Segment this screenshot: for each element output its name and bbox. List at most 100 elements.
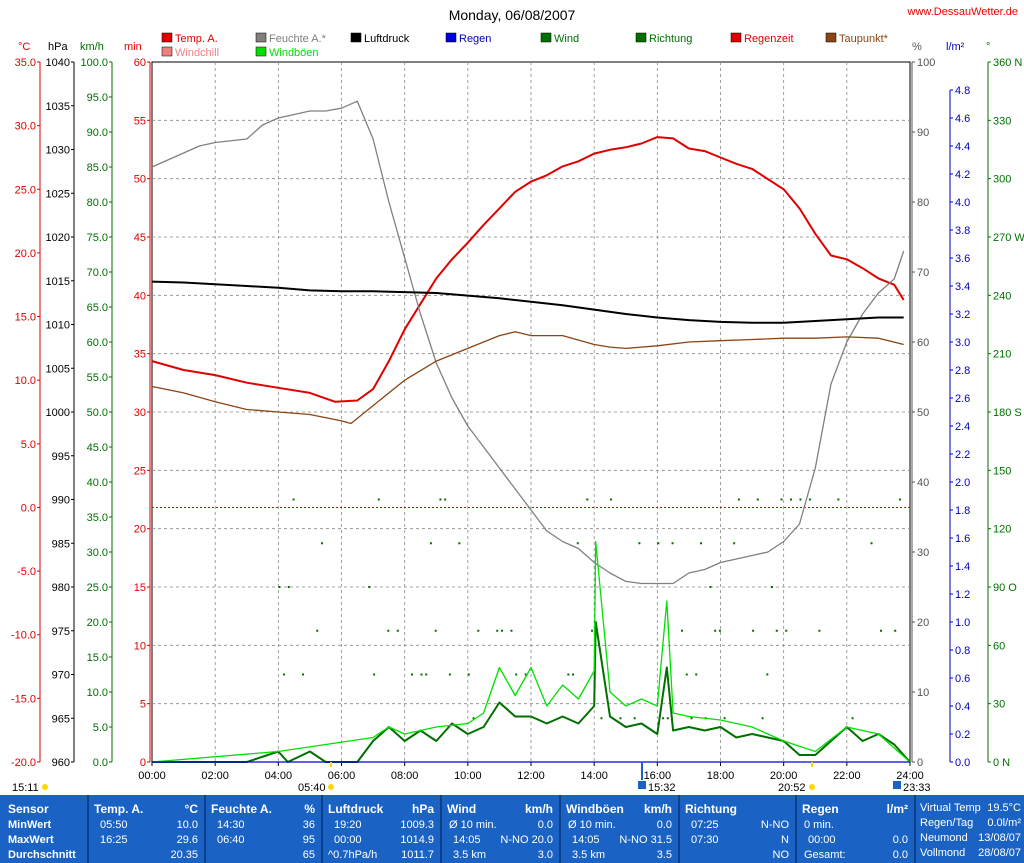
legend-swatch [445,32,457,43]
stats-temp: Temp. A. °C 05:50 10.0 16:25 29.6 20.35 [90,795,202,863]
direction-dot [373,673,376,676]
direction-dot [756,498,759,501]
pressure-axis-label: 1015 [46,276,70,288]
direction-dot [775,629,778,632]
wind-axis-label: 25.0 [87,582,108,594]
rain-axis-label: 4.2 [955,169,970,181]
unit-direction: ° [986,41,990,53]
rain-axis-label: 1.4 [955,561,970,573]
weather-chart: Monday, 06/08/2007 Temp. A. Windchill Feuc… [11,7,1024,794]
stats-misc-r2a: Regen/Tag [920,817,974,829]
stats-press-title: Luftdruck [328,802,384,816]
stats-rain-r2a: 00:00 [808,834,836,846]
rain-axis-label: 0.2 [955,729,970,741]
stats-press-trend: ^0.7hPa/h [328,849,378,861]
stats-separator [795,795,797,863]
stats-sensor-label: Sensor [8,802,49,816]
wind-axis-label: 95.0 [87,92,108,104]
temp-axis-label: 30.0 [15,121,36,133]
stats-wind-unit: km/h [524,802,553,816]
legend-label: Feuchte A.* [269,33,327,45]
legend-label: Luftdruck [364,33,410,45]
direction-axis-label: 0 N [993,757,1010,769]
legend-swatch [825,32,837,43]
moon-phase-icon [638,781,646,789]
stats-rain-unit: l/m² [886,802,908,816]
stats-wind-r3a: 3.5 km [453,849,487,861]
pressure-axis-label: 985 [52,538,70,550]
rain-axis-label: 4.8 [955,85,970,97]
stats-dir-r3b: NO [772,849,790,861]
minutes-axis-label: 35 [134,349,146,361]
time-label: 08:00 [391,770,419,782]
direction-dot [515,673,518,676]
stats-press-min-val: 1009.3 [400,819,434,831]
stats-avg-label: Durchschnitt [8,849,76,861]
stats-press-max-val: 1014.9 [400,834,434,846]
time-label: 18:00 [707,770,735,782]
unit-pressure: hPa [48,41,68,53]
direction-dot [302,673,305,676]
stats-pressure: Luftdruck hPa 19:20 1009.3 00:00 1014.9 … [324,795,438,863]
direction-dot [368,586,371,588]
wind-axis-label: 40.0 [87,477,108,489]
minutes-axis-label: 30 [134,407,146,419]
direction-dot [657,542,660,545]
legend-label: Windböen [269,47,319,59]
stats-rain-r3a: Gesamt: [804,849,846,861]
stats-misc: Virtual Temp 19.5°C Regen/Tag 0.0l/m² Ne… [917,795,1024,863]
pressure-axis-label: 965 [52,713,70,725]
time-label: 10:00 [454,770,482,782]
direction-dot [567,673,570,676]
wind-axis-label: 90.0 [87,127,108,139]
stats-dir-r1a: 07:25 [691,819,719,831]
site-link[interactable]: www.DessauWetter.de [907,6,1018,18]
stats-wind-r2b: N-NO 20.0 [500,834,553,846]
moonrise-time: 15:32 [648,782,676,794]
stats-min-label: MinWert [8,819,52,831]
direction-dot [818,629,821,632]
stats-labels: Sensor MinWert MaxWert Durchschnitt [0,795,86,863]
direction-dot [425,673,428,676]
direction-axis-label: 360 N [993,57,1022,69]
legend-swatch [255,32,267,43]
stats-gust-r1a: Ø 10 min. [568,819,616,831]
direction-dot [448,673,451,676]
direction-axis-label: 300 [993,174,1011,186]
direction-dot [292,498,295,501]
direction-dot [695,673,698,676]
time-label: 02:00 [201,770,229,782]
direction-dot [894,629,897,632]
temp-axis-label: -10.0 [11,630,36,642]
stats-gust: Windböen km/h Ø 10 min. 0.0 14:05 N-NO 3… [562,795,676,863]
rain-axis-label: 4.6 [955,113,970,125]
rain-axis-label: 0.8 [955,645,970,657]
direction-dot [320,542,323,545]
wind-axis-label: 65.0 [87,302,108,314]
unit-wind: km/h [80,41,104,53]
moon-time: 23:33 [903,782,931,794]
stats-gust-r3b: 3.5 [656,849,672,861]
stats-temp-max-time: 16:25 [100,834,128,846]
temp-axis-label: -5.0 [17,566,36,578]
wind-axis-label: 85.0 [87,162,108,174]
stats-gust-r2b: N-NO 31.5 [619,834,672,846]
stats-rain-r2b: 0.0 [892,834,908,846]
rain-axis-label: 3.4 [955,281,970,293]
moonset-time: 15:11 [12,782,39,794]
temp-axis-label: 25.0 [15,184,36,196]
pressure-axis-label: 1030 [46,145,70,157]
direction-dot [477,629,480,632]
series-lines [151,100,911,763]
legend: Temp. A. Windchill Feuchte A.* Windböen Luft… [161,32,889,59]
wind-axis-label: 70.0 [87,267,108,279]
direction-dot [510,629,513,632]
stats-hum-min-time: 14:30 [217,819,245,831]
stats-wind: Wind km/h Ø 10 min. 0.0 14:05 N-NO 20.0 … [443,795,557,863]
stats-press-avg-val: 1011.7 [401,849,434,861]
minutes-axis-label: 5 [140,699,146,711]
temp-axis-label: 20.0 [15,248,36,260]
humidity-axis-label: 10 [917,687,929,699]
stats-hum-min-val: 36 [302,819,315,831]
temp-axis-label: 0.0 [21,502,36,514]
